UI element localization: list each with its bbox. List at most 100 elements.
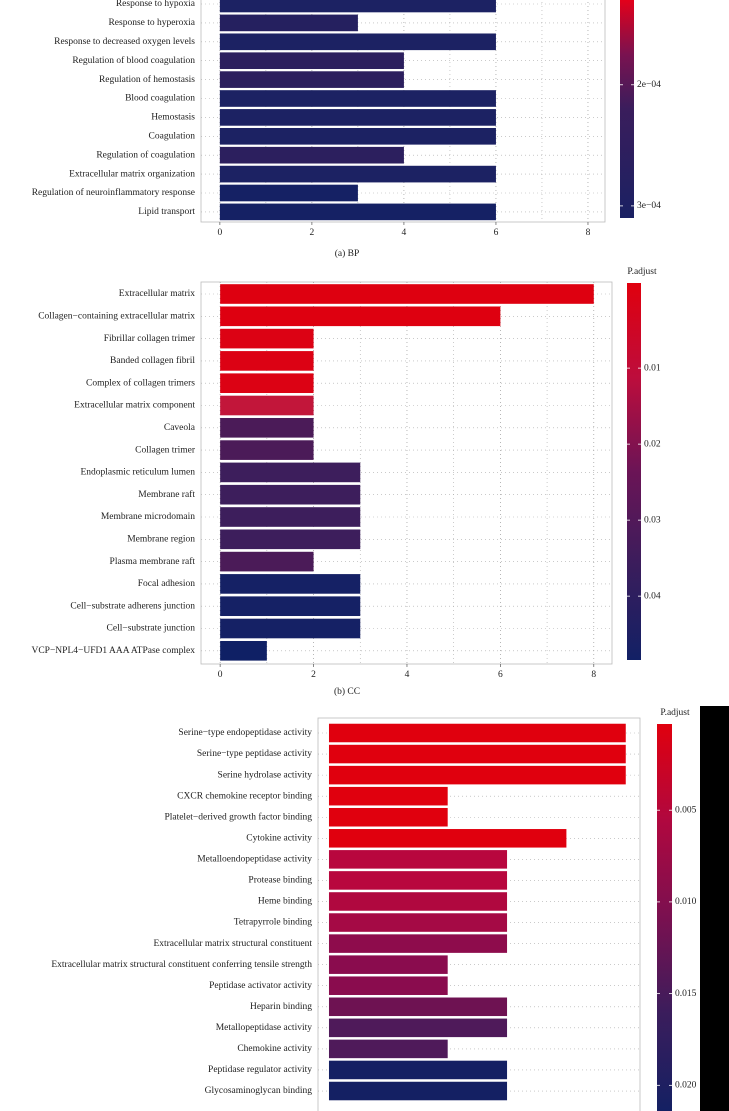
colorbar-title: P.adjust — [627, 267, 657, 277]
bar — [219, 109, 496, 126]
bar — [219, 184, 358, 202]
x-tick-label: 0 — [217, 228, 222, 238]
bar — [328, 871, 508, 890]
y-tick-label: Extracellular matrix component — [74, 401, 195, 411]
y-tick-label: Heme binding — [258, 897, 312, 907]
x-tick-label: 4 — [402, 228, 407, 238]
bar — [328, 807, 448, 827]
bar — [220, 395, 314, 416]
y-tick-label: Peptidase regulator activity — [208, 1065, 312, 1075]
y-tick-label: Regulation of blood coagulation — [72, 55, 195, 66]
bar — [220, 484, 361, 505]
x-tick-label: 2 — [310, 228, 315, 238]
y-tick-label: Membrane microdomain — [101, 512, 195, 522]
bar — [328, 786, 448, 806]
bar — [220, 507, 361, 527]
y-tick-label: Collagen trimer — [135, 445, 196, 455]
y-tick-label: Glycosaminoglycan binding — [205, 1086, 313, 1096]
y-tick-label: Membrane region — [127, 534, 195, 544]
bar — [220, 462, 361, 483]
y-tick-label: Caveola — [164, 423, 196, 433]
bar — [220, 551, 314, 572]
bar — [219, 14, 358, 32]
y-tick-label: Platelet−derived growth factor binding — [164, 811, 312, 822]
y-tick-label: Response to hyperoxia — [108, 18, 195, 28]
x-tick-label: 6 — [494, 228, 499, 238]
bar — [328, 829, 567, 848]
bar — [219, 127, 496, 145]
y-tick-label: Cell−substrate junction — [107, 624, 196, 634]
y-tick-label: Serine−type peptidase activity — [197, 749, 312, 759]
y-tick-label: Serine−type endopeptidase activity — [178, 728, 312, 738]
y-tick-label: Serine hydrolase activity — [218, 770, 313, 780]
bar — [328, 1039, 448, 1059]
bar — [328, 892, 508, 911]
y-tick-label: Protease binding — [248, 876, 312, 886]
bar — [328, 723, 626, 743]
y-tick-label: Coagulation — [149, 131, 196, 141]
bar — [220, 529, 361, 550]
y-tick-label: Response to hypoxia — [116, 0, 196, 9]
colorbar-tick-label: 0.01 — [644, 363, 661, 373]
bar — [219, 146, 404, 164]
colorbar — [657, 724, 672, 1111]
colorbar-tick-label: 3e−04 — [637, 201, 661, 211]
y-tick-label: Heparin binding — [250, 1002, 312, 1012]
y-tick-label: Banded collagen fibril — [110, 355, 195, 366]
plot-frame — [317, 717, 641, 1111]
bar — [220, 596, 361, 617]
y-tick-label: Complex of collagen trimers — [86, 377, 195, 388]
colorbar-tick-label: 0.020 — [675, 1081, 697, 1091]
bar — [220, 440, 314, 460]
y-tick-label: Cytokine activity — [246, 833, 312, 843]
bar — [328, 913, 508, 932]
caption: (a) BP — [335, 248, 360, 259]
colorbar-title: P.adjust — [660, 708, 690, 718]
y-tick-label: Tetrapyrrole binding — [234, 918, 312, 928]
y-tick-label: Peptidase activator activity — [209, 981, 312, 991]
x-tick-label: 8 — [591, 670, 596, 680]
bar — [328, 997, 508, 1017]
colorbar-tick-label: 0.04 — [644, 591, 661, 601]
y-tick-label: Cell−substrate adherens junction — [70, 601, 195, 611]
colorbar-tick-label: 0.010 — [675, 897, 697, 907]
y-tick-label: Metalloendopeptidase activity — [197, 855, 312, 865]
bar — [328, 1018, 508, 1038]
bar — [328, 976, 448, 995]
plot-frame — [200, 0, 606, 223]
bar — [220, 640, 267, 661]
y-tick-label: Collagen−containing extracellular matrix — [38, 311, 195, 321]
bar — [220, 351, 314, 371]
bar — [220, 618, 361, 639]
y-tick-label: Metallopeptidase activity — [216, 1023, 313, 1033]
bar — [328, 934, 508, 953]
colorbar-tick-label: 0.02 — [644, 439, 661, 449]
edge-strip — [700, 706, 729, 1111]
colorbar-tick-label: 0.005 — [675, 805, 697, 815]
bar — [220, 328, 314, 349]
bar — [328, 955, 448, 974]
y-tick-label: CXCR chemokine receptor binding — [177, 791, 312, 801]
colorbar — [627, 283, 641, 660]
colorbar — [620, 0, 634, 218]
bar — [219, 165, 496, 183]
x-tick-label: 0 — [218, 670, 223, 680]
plot-frame — [200, 281, 613, 665]
y-tick-label: Extracellular matrix structural constitu… — [51, 959, 312, 970]
y-tick-label: Chemokine activity — [237, 1044, 312, 1054]
bar — [219, 71, 404, 88]
y-tick-label: Extracellular matrix — [119, 289, 195, 299]
y-tick-label: Lipid transport — [138, 207, 195, 217]
bar — [219, 203, 496, 221]
colorbar-tick-label: 2e−04 — [637, 80, 661, 90]
y-tick-label: Extracellular matrix structural constitu… — [153, 939, 312, 949]
y-tick-label: Regulation of hemostasis — [99, 74, 195, 85]
y-tick-label: Fibrillar collagen trimer — [104, 334, 196, 344]
bar — [220, 284, 594, 304]
x-tick-label: 4 — [405, 670, 410, 680]
bar — [328, 1060, 508, 1080]
bar — [219, 33, 496, 51]
y-tick-label: Blood coagulation — [125, 94, 195, 104]
bar — [220, 417, 314, 438]
